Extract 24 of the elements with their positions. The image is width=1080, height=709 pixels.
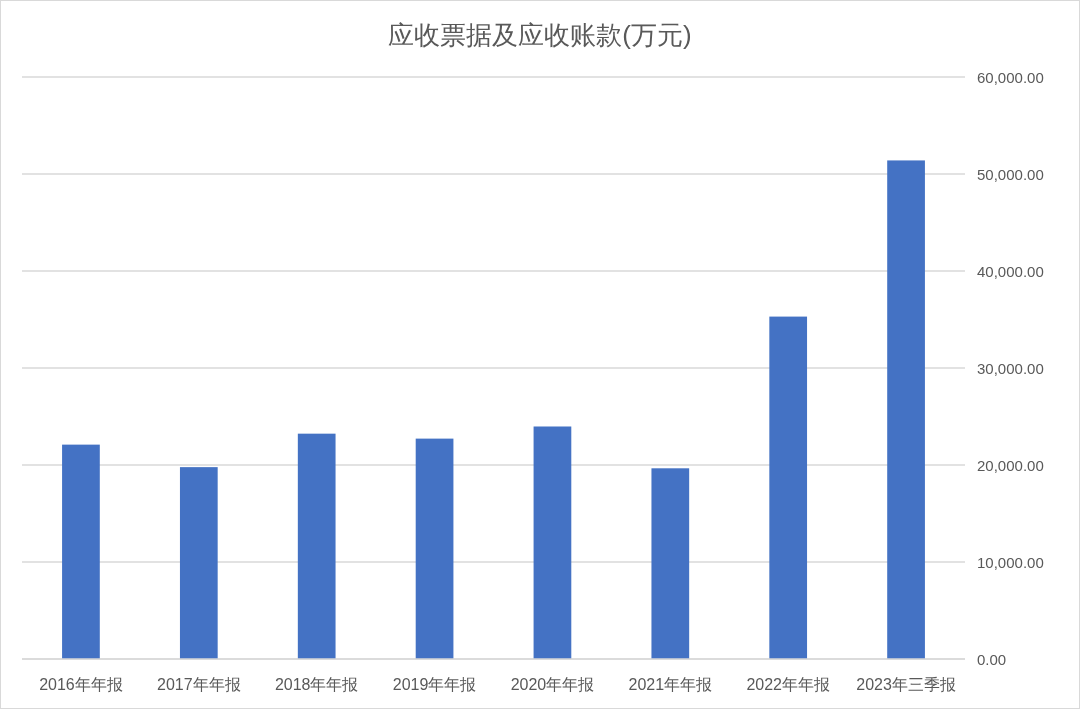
y-tick-label: 60,000.00 [977,68,1044,86]
bar [415,438,454,659]
chart-title: 应收票据及应收账款(万元) [388,20,692,50]
bar [533,426,572,659]
x-tick-label: 2018年年报 [274,676,359,693]
x-tick-label: 2019年年报 [392,676,477,693]
bar [651,468,690,659]
bar [179,467,218,659]
bar [887,160,925,659]
y-tick-label: 30,000.00 [977,359,1044,377]
x-tick-label: 2017年年报 [157,676,241,693]
x-tick-label: 2016年年报 [39,676,123,693]
x-tick-label: 2022年年报 [746,676,830,693]
bar [62,444,100,659]
x-tick-label: 2021年年报 [628,676,713,693]
bar [769,316,808,659]
bar [297,433,336,659]
y-tick-label: 10,000.00 [977,553,1044,571]
x-tick-label: 2023年三季报 [856,676,956,693]
y-tick-label: 20,000.00 [977,456,1044,474]
y-tick-label: 40,000.00 [977,262,1044,280]
y-tick-label: 0.00 [977,650,1007,668]
x-tick-label: 2020年年报 [510,676,595,693]
y-tick-label: 50,000.00 [977,165,1044,183]
